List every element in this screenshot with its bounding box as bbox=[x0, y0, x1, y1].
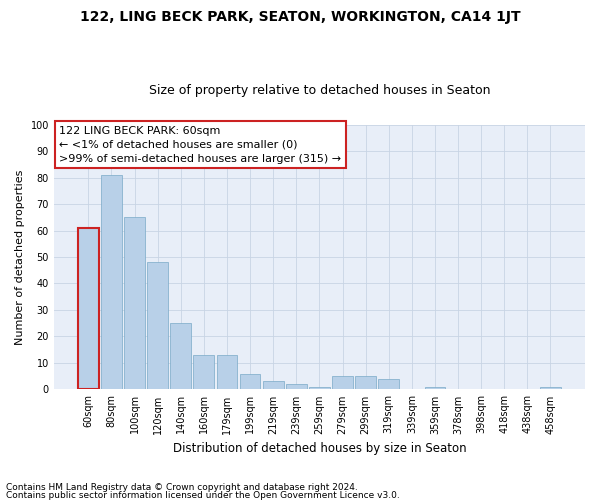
Bar bbox=[263, 382, 284, 390]
X-axis label: Distribution of detached houses by size in Seaton: Distribution of detached houses by size … bbox=[173, 442, 466, 455]
Bar bbox=[147, 262, 168, 390]
Bar bbox=[379, 379, 399, 390]
Bar bbox=[425, 387, 445, 390]
Bar bbox=[355, 376, 376, 390]
Bar bbox=[540, 387, 561, 390]
Bar bbox=[78, 228, 99, 390]
Bar bbox=[286, 384, 307, 390]
Y-axis label: Number of detached properties: Number of detached properties bbox=[15, 170, 25, 344]
Text: 122, LING BECK PARK, SEATON, WORKINGTON, CA14 1JT: 122, LING BECK PARK, SEATON, WORKINGTON,… bbox=[80, 10, 520, 24]
Text: Contains public sector information licensed under the Open Government Licence v3: Contains public sector information licen… bbox=[6, 490, 400, 500]
Bar bbox=[101, 175, 122, 390]
Bar bbox=[124, 218, 145, 390]
Text: 122 LING BECK PARK: 60sqm
← <1% of detached houses are smaller (0)
>99% of semi-: 122 LING BECK PARK: 60sqm ← <1% of detac… bbox=[59, 126, 341, 164]
Bar bbox=[170, 323, 191, 390]
Bar bbox=[332, 376, 353, 390]
Bar bbox=[193, 355, 214, 390]
Bar bbox=[309, 387, 330, 390]
Bar bbox=[239, 374, 260, 390]
Text: Contains HM Land Registry data © Crown copyright and database right 2024.: Contains HM Land Registry data © Crown c… bbox=[6, 484, 358, 492]
Bar bbox=[217, 355, 238, 390]
Title: Size of property relative to detached houses in Seaton: Size of property relative to detached ho… bbox=[149, 84, 490, 97]
